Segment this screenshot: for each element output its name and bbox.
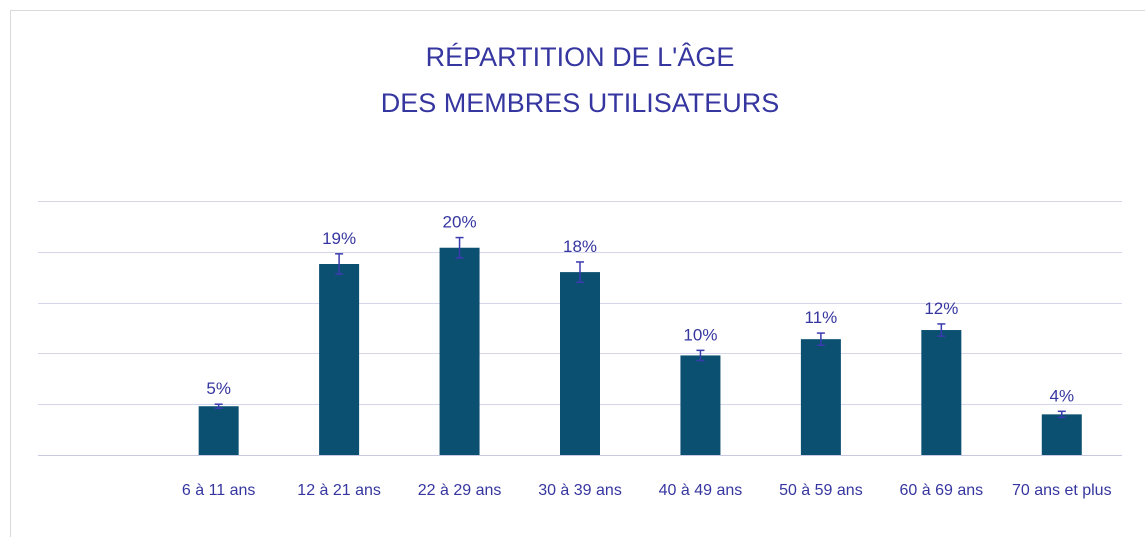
- bar: [439, 247, 480, 455]
- value-label: 20%: [443, 213, 477, 232]
- value-label: 18%: [563, 237, 597, 256]
- x-tick-label: 30 à 39 ans: [538, 482, 622, 499]
- x-tick-label: 60 à 69 ans: [899, 482, 984, 499]
- x-tick-label: 40 à 49 ans: [658, 482, 743, 499]
- x-tick-label: 50 à 59 ans: [779, 482, 863, 499]
- error-bar: [1057, 410, 1066, 419]
- bar: [800, 339, 841, 455]
- frame: [10, 10, 1145, 537]
- error-bar: [696, 349, 705, 362]
- value-label: 4%: [1049, 386, 1074, 405]
- bar: [560, 272, 600, 455]
- x-tick-label: 70 ans et plus: [1011, 482, 1112, 499]
- error-bar: [816, 332, 825, 347]
- chart-title: RÉPARTITION DE L'ÂGE: [426, 41, 735, 72]
- bar: [680, 355, 721, 455]
- bar: [1041, 414, 1082, 455]
- value-label: 5%: [206, 379, 231, 398]
- x-tick-label: 12 à 21 ans: [297, 482, 381, 499]
- error-bar: [576, 261, 584, 284]
- bar: [921, 330, 962, 455]
- value-label: 10%: [683, 325, 717, 344]
- error-bar: [214, 403, 223, 410]
- value-label: 12%: [924, 299, 958, 318]
- error-bar: [455, 236, 464, 259]
- value-label: 19%: [322, 229, 356, 248]
- chart-title: DES MEMBRES UTILISATEURS: [381, 88, 780, 118]
- error-bar: [335, 253, 344, 275]
- value-label: 11%: [805, 308, 838, 327]
- x-tick-label: 6 à 11 ans: [181, 482, 256, 499]
- bar: [319, 263, 360, 455]
- x-tick-label: 22 à 29 ans: [417, 482, 502, 499]
- bar: [198, 406, 239, 455]
- error-bar: [937, 323, 946, 337]
